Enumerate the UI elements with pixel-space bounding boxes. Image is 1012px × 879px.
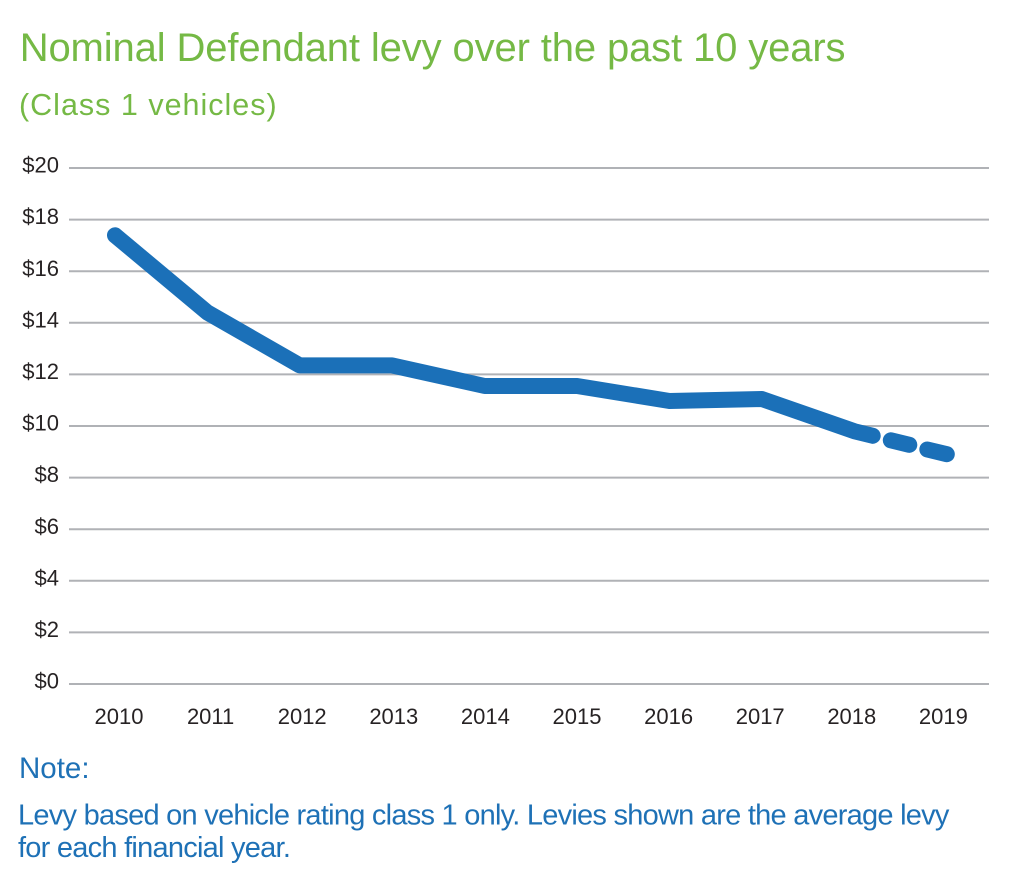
svg-text:Note:: Note: — [19, 752, 90, 785]
svg-text:Nominal Defendant levy over th: Nominal Defendant levy over the past 10 … — [20, 26, 846, 70]
svg-text:for each financial year.: for each financial year. — [18, 832, 290, 864]
svg-text:$10: $10 — [22, 411, 59, 436]
svg-text:Levy based on vehicle rating c: Levy based on vehicle rating class 1 onl… — [18, 799, 950, 831]
svg-text:2010: 2010 — [95, 704, 144, 729]
svg-text:$8: $8 — [35, 462, 59, 487]
svg-text:$16: $16 — [22, 256, 59, 281]
svg-text:2019: 2019 — [919, 704, 968, 729]
svg-text:$18: $18 — [22, 204, 59, 229]
svg-text:$12: $12 — [22, 359, 59, 384]
svg-text:2017: 2017 — [736, 704, 785, 729]
svg-text:$14: $14 — [22, 307, 59, 332]
svg-text:2013: 2013 — [369, 704, 418, 729]
svg-text:2014: 2014 — [461, 704, 510, 729]
svg-text:(Class 1 vehicles): (Class 1 vehicles) — [19, 88, 278, 122]
svg-text:2011: 2011 — [187, 704, 234, 729]
svg-text:$4: $4 — [35, 565, 59, 590]
svg-text:$2: $2 — [35, 617, 59, 642]
svg-text:$6: $6 — [35, 514, 59, 539]
svg-text:2018: 2018 — [827, 704, 876, 729]
svg-text:2012: 2012 — [278, 704, 327, 729]
svg-text:2016: 2016 — [644, 704, 693, 729]
svg-text:2015: 2015 — [553, 704, 602, 729]
svg-text:$0: $0 — [35, 669, 59, 694]
svg-text:$20: $20 — [22, 153, 59, 178]
